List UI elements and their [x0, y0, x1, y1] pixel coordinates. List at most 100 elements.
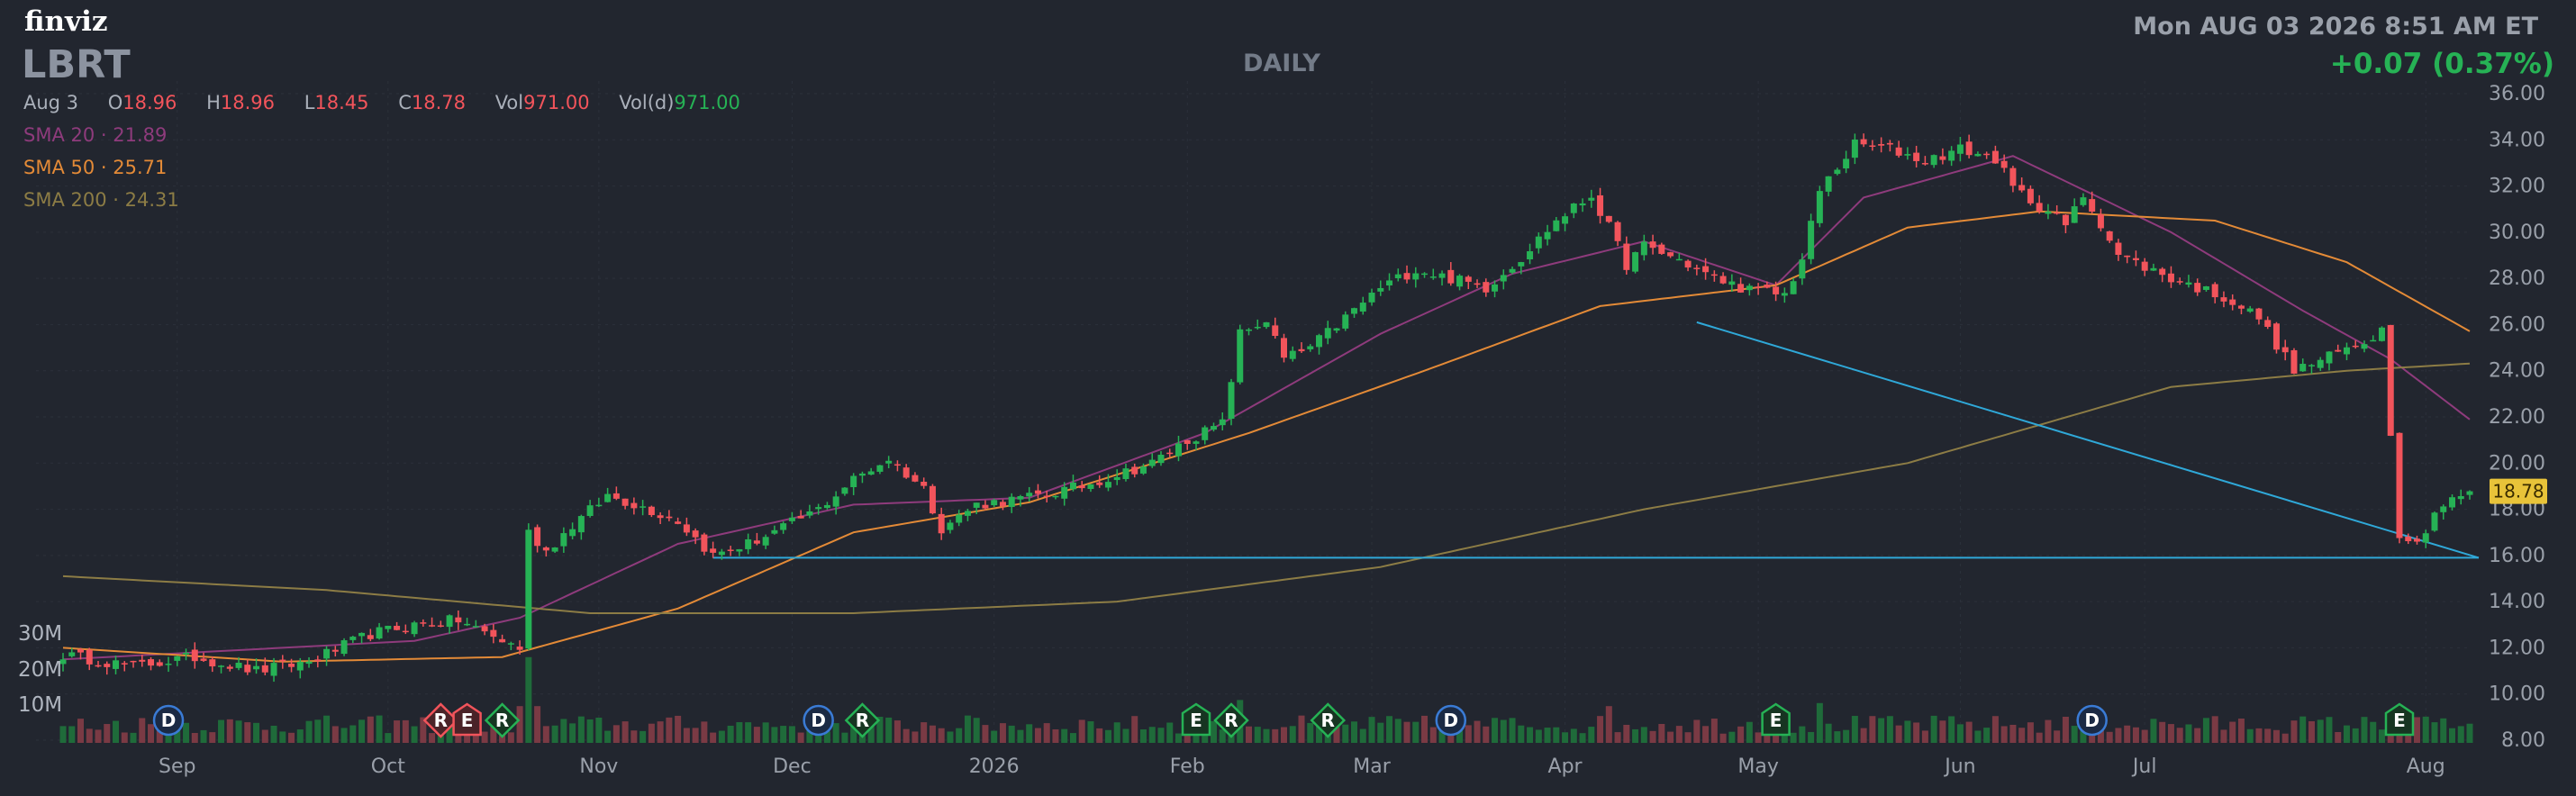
candle-body	[1324, 328, 1331, 339]
candle-body	[402, 630, 409, 633]
candle-body	[999, 502, 1006, 507]
candle-body	[701, 534, 708, 552]
y-tick-label: 36.00	[2489, 83, 2545, 105]
volume-bar	[1764, 732, 1771, 743]
candle-body	[113, 660, 120, 669]
dividend-marker	[1435, 704, 1467, 737]
volume-bar	[2220, 729, 2227, 743]
volume-bar	[780, 726, 787, 743]
candle-body	[903, 467, 910, 478]
candle-body	[1939, 156, 1946, 160]
rating-marker	[1213, 702, 1249, 738]
candle-body	[1693, 267, 1701, 269]
ticker-symbol: LBRT	[22, 42, 131, 87]
volume-bar	[2370, 721, 2377, 743]
candle-body	[2141, 261, 2148, 271]
candle-body	[1148, 459, 1156, 466]
volume-bar	[1281, 727, 1288, 743]
candle-body	[595, 504, 603, 507]
candle-body	[1078, 485, 1085, 489]
candle-body	[2185, 282, 2192, 285]
x-tick-label: Jul	[2131, 755, 2157, 778]
candle-body	[2115, 242, 2122, 255]
daily-volume-label: Vol(d)	[619, 92, 675, 113]
volume-bar	[1614, 732, 1621, 743]
candle-body	[1237, 329, 1244, 383]
candle-body	[1781, 293, 1788, 296]
volume-bar	[2159, 721, 2166, 743]
candle-body	[1069, 482, 1076, 490]
candle-body	[973, 502, 980, 508]
volume-bar	[2009, 724, 2017, 743]
candle-body	[956, 514, 963, 523]
candle-body	[1483, 282, 1490, 293]
candle-body	[850, 475, 857, 488]
volume-bar	[1553, 727, 1560, 743]
candle-body	[1518, 262, 1525, 267]
volume-bar	[1535, 729, 1542, 743]
volume-bar	[323, 715, 331, 743]
candle-body	[1956, 144, 1964, 154]
volume-bar	[577, 716, 585, 743]
candle-body	[1254, 326, 1261, 329]
volume-bar	[270, 725, 277, 743]
candle-body	[525, 529, 532, 649]
candle-body	[77, 649, 85, 653]
candle-body	[929, 485, 936, 514]
volume-bar	[1939, 720, 1946, 743]
high-label: H	[206, 92, 221, 113]
sma-50-line	[62, 210, 2471, 663]
volume-bar	[1078, 719, 1085, 743]
brand-logo[interactable]: finviz	[24, 5, 108, 38]
volume-bar	[982, 725, 989, 743]
volume-bar	[1202, 730, 1209, 743]
x-tick-label: Jun	[1943, 755, 1975, 778]
volume-bar	[2141, 729, 2148, 743]
candle-body	[1368, 293, 1375, 303]
y-tick-label: 16.00	[2489, 545, 2545, 567]
volume-bar	[788, 726, 795, 743]
volume-bar	[2264, 728, 2272, 743]
volume-bar	[1623, 724, 1630, 743]
candle-body	[2176, 281, 2183, 283]
x-tick-label: Dec	[773, 755, 812, 778]
candle-body	[982, 504, 989, 509]
candle-body	[1974, 153, 1982, 157]
sma-20-legend[interactable]: SMA 20 · 21.89	[23, 124, 168, 146]
volume-bar	[683, 728, 690, 743]
candle-body	[1298, 348, 1305, 352]
candle-body	[534, 527, 541, 547]
candle-body	[1219, 419, 1226, 426]
x-tick-label: Aug	[2407, 755, 2445, 778]
candle-body	[1808, 221, 1815, 259]
candle-body	[121, 663, 128, 665]
volume-bar	[525, 656, 532, 743]
close-value: 18.78	[411, 92, 466, 113]
volume-bar	[1799, 726, 1806, 743]
sma-200-legend[interactable]: SMA 200 · 24.31	[23, 189, 179, 211]
candle-body	[2062, 214, 2069, 226]
candle-body	[2299, 364, 2307, 372]
volume-bar	[2281, 733, 2289, 743]
volume-bar	[938, 728, 945, 743]
candle-body	[490, 629, 497, 638]
candle-body	[2370, 339, 2377, 342]
marker-label: D	[161, 710, 177, 731]
marker-label: E	[2393, 710, 2406, 731]
volume-bar	[2290, 720, 2298, 743]
x-tick-label: Feb	[1170, 755, 1205, 778]
volume-bar	[1272, 728, 1279, 743]
candle-body	[385, 625, 392, 629]
marker-label: R	[434, 710, 448, 731]
volume-bar	[639, 730, 647, 743]
volume-bar	[797, 732, 804, 743]
volume-bar	[2071, 726, 2078, 743]
candle-body	[244, 665, 251, 673]
rating-marker	[1310, 702, 1347, 738]
volume-bar	[1632, 728, 1639, 743]
candle-body	[1104, 482, 1111, 488]
sma-50-legend[interactable]: SMA 50 · 25.71	[23, 157, 168, 178]
candle-body	[2159, 268, 2166, 276]
